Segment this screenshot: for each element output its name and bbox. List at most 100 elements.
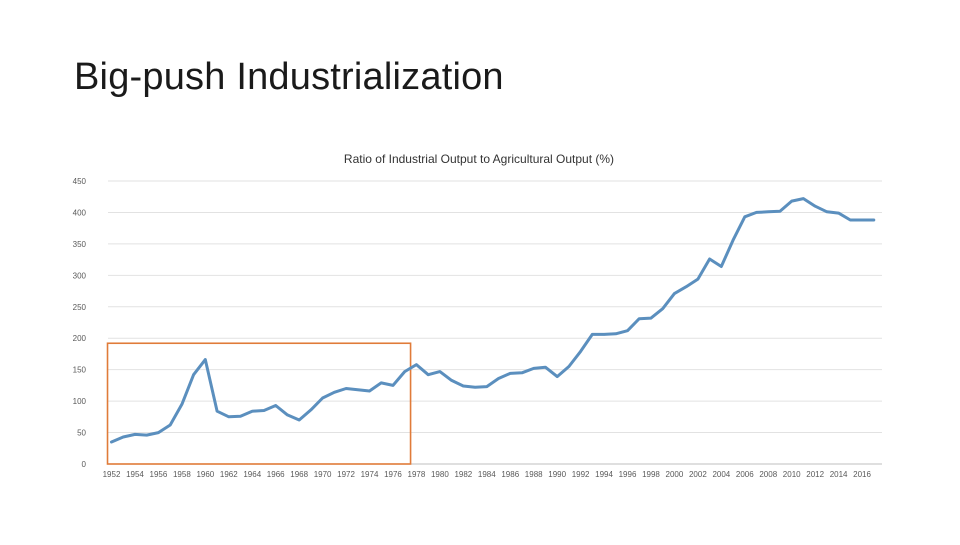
x-tick-label-1958: 1958	[173, 470, 191, 479]
x-tick-label-1980: 1980	[431, 470, 449, 479]
data-point-2017	[872, 218, 875, 222]
x-tick-label-1962: 1962	[220, 470, 238, 479]
data-point-2008	[767, 210, 770, 214]
y-tick-label-350: 350	[73, 240, 87, 249]
data-point-1983	[473, 386, 477, 389]
data-point-1997	[638, 317, 641, 320]
data-point-2014	[837, 211, 840, 215]
data-point-1989	[544, 365, 547, 369]
x-tick-label-1968: 1968	[290, 470, 308, 479]
data-point-1965	[262, 409, 266, 412]
x-tick-label-1982: 1982	[454, 470, 472, 479]
y-axis-ticks: 0 50 100 150 200 250 300 350 400 450	[73, 177, 87, 469]
data-point-1994	[602, 333, 606, 336]
data-point-1977	[403, 370, 406, 373]
data-point-2015	[849, 218, 852, 222]
data-point-1972	[344, 387, 348, 390]
x-tick-label-1972: 1972	[337, 470, 355, 479]
data-point-1986	[509, 372, 512, 375]
x-tick-label-2010: 2010	[783, 470, 801, 479]
slide-title: Big-push Industrialization	[74, 56, 504, 98]
data-point-1960	[204, 358, 207, 361]
x-tick-label-2002: 2002	[689, 470, 707, 479]
data-point-1993	[591, 333, 594, 336]
x-tick-label-1970: 1970	[314, 470, 332, 479]
data-point-1959	[192, 373, 195, 376]
data-point-2010	[790, 199, 793, 203]
data-point-2002	[696, 277, 700, 281]
data-point-1975	[380, 381, 383, 385]
x-tick-label-2012: 2012	[806, 470, 824, 479]
highlight-box	[106, 342, 412, 465]
y-tick-label-300: 300	[73, 271, 87, 280]
data-point-1995	[614, 332, 617, 336]
data-point-1973	[356, 388, 359, 391]
data-point-1988	[532, 367, 535, 370]
y-tick-label-250: 250	[73, 303, 87, 312]
data-point-1958	[180, 403, 184, 406]
y-tick-label-50: 50	[77, 429, 86, 438]
x-axis-ticks: 1952 1954 1956 1958 1960 1962 1964 1966 1968 1970…	[103, 470, 872, 479]
data-point-1971	[333, 391, 336, 394]
x-tick-label-2006: 2006	[736, 470, 754, 479]
data-point-1976	[391, 384, 395, 387]
data-point-1999	[661, 307, 664, 310]
data-point-1990	[555, 375, 559, 378]
x-tick-label-1960: 1960	[196, 470, 214, 479]
x-tick-label-1992: 1992	[572, 470, 590, 479]
data-point-1964	[251, 409, 254, 413]
data-point-1966	[274, 404, 277, 407]
data-point-1991	[567, 365, 571, 368]
series-line-0	[110, 197, 876, 444]
data-point-1956	[157, 431, 160, 434]
data-point-1974	[368, 389, 371, 393]
data-point-1981	[450, 379, 453, 382]
x-tick-label-1964: 1964	[243, 470, 261, 479]
data-point-2016	[860, 218, 864, 222]
data-point-1978	[415, 363, 418, 366]
data-point-1961	[215, 409, 219, 413]
data-point-1967	[286, 413, 289, 417]
data-point-1955	[145, 433, 148, 437]
x-tick-label-1954: 1954	[126, 470, 144, 479]
y-tick-label-150: 150	[73, 366, 87, 375]
data-point-1984	[485, 385, 488, 388]
x-tick-label-1978: 1978	[408, 470, 426, 479]
y-tick-label-100: 100	[73, 397, 87, 406]
data-point-1980	[438, 370, 442, 373]
data-point-2001	[684, 285, 688, 288]
data-point-1969	[309, 408, 313, 412]
data-point-2011	[802, 197, 805, 200]
x-tick-label-1974: 1974	[361, 470, 379, 479]
x-tick-label-2004: 2004	[712, 470, 730, 479]
y-tick-label-0: 0	[82, 460, 87, 469]
x-tick-label-1952: 1952	[103, 470, 121, 479]
x-tick-label-1994: 1994	[595, 470, 613, 479]
y-tick-label-200: 200	[73, 334, 87, 343]
data-point-1987	[520, 371, 524, 375]
data-point-1953	[122, 435, 125, 439]
data-point-1985	[497, 377, 500, 380]
y-tick-label-450: 450	[73, 177, 87, 186]
x-tick-label-1998: 1998	[642, 470, 660, 479]
data-point-2006	[743, 215, 746, 219]
data-point-2003	[708, 257, 711, 261]
data-point-1979	[426, 373, 430, 376]
x-tick-label-1988: 1988	[525, 470, 543, 479]
data-point-1968	[297, 418, 301, 422]
data-point-1954	[133, 433, 137, 436]
x-tick-label-1976: 1976	[384, 470, 402, 479]
data-point-1998	[649, 316, 653, 320]
x-tick-label-2014: 2014	[830, 470, 848, 479]
x-tick-label-1984: 1984	[478, 470, 496, 479]
chart-title: Ratio of Industrial Output to Agricultur…	[344, 152, 614, 166]
data-point-2005	[731, 238, 735, 242]
x-tick-label-1996: 1996	[619, 470, 637, 479]
data-point-1957	[168, 423, 172, 427]
x-tick-label-2000: 2000	[666, 470, 684, 479]
x-tick-label-1966: 1966	[267, 470, 285, 479]
data-point-1962	[227, 415, 230, 419]
data-point-1982	[462, 384, 465, 388]
